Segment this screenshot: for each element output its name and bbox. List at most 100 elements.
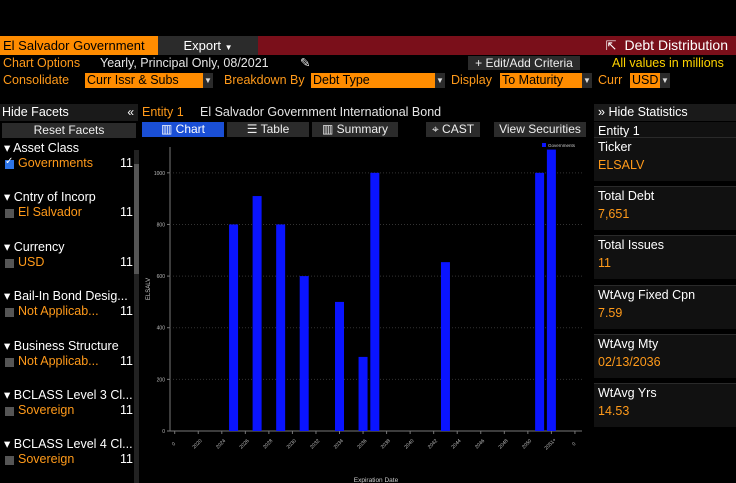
bar	[276, 224, 286, 431]
collapse-icon[interactable]: «	[127, 105, 134, 119]
statistics-pane: » Hide Statistics Entity 1 Ticker ELSALV …	[594, 104, 736, 483]
facet-value[interactable]: Sovereign	[18, 452, 75, 466]
facet-name[interactable]: ▾ BCLASS Level 4 Cl...	[4, 437, 133, 451]
hide-statistics-button[interactable]: » Hide Statistics	[594, 104, 736, 121]
facet-value[interactable]: USD	[18, 255, 45, 269]
display-value: To Maturity	[502, 73, 564, 87]
facet-checkbox[interactable]	[5, 456, 14, 465]
stats-entity-label: Entity 1	[598, 124, 640, 138]
tab-summary[interactable]: ▥ Summary	[312, 122, 398, 137]
facet-checkbox[interactable]	[5, 358, 14, 367]
table-icon: ☰	[246, 122, 258, 136]
facet-checkbox[interactable]	[5, 259, 14, 268]
facet-name[interactable]: ▾ Bail-In Bond Desig...	[4, 289, 128, 303]
export-label: Export	[183, 38, 222, 53]
external-link-icon[interactable]: ⇱	[605, 38, 617, 53]
security-input[interactable]: El Salvador Government	[0, 36, 158, 55]
breakdown-value: Debt Type	[313, 73, 370, 87]
bar	[535, 172, 545, 431]
scrollbar-thumb[interactable]	[134, 164, 139, 274]
facet-value[interactable]: Not Applicab...	[18, 354, 99, 368]
facet-value[interactable]: Not Applicab...	[18, 304, 99, 318]
x-tick-label: 2032	[309, 438, 321, 450]
tab-table[interactable]: ☰ Table	[227, 122, 309, 137]
facet-name[interactable]: ▾ Business Structure	[4, 339, 119, 353]
view-securities-button[interactable]: View Securities	[494, 122, 586, 137]
x-tick-label: 0	[171, 441, 177, 447]
stat-wtavg-yrs: WtAvg Yrs 14.53	[594, 383, 736, 427]
chart-options-label[interactable]: Chart Options	[3, 56, 81, 70]
chevron-down-icon: ▼	[435, 73, 445, 88]
currency-dropdown[interactable]: USD ▼	[630, 73, 670, 88]
facet-checkbox[interactable]	[5, 209, 14, 218]
x-tick-label: 0	[571, 441, 577, 447]
facet-count: 11	[120, 403, 133, 417]
title-bar: El Salvador Government Export ▼ ⇱ Debt Di…	[0, 36, 736, 55]
export-button[interactable]: Export ▼	[158, 36, 258, 55]
display-dropdown[interactable]: To Maturity ▼	[500, 73, 592, 88]
consolidate-dropdown[interactable]: Curr Issr & Subs ▼	[85, 73, 213, 88]
x-tick-label: 2036	[356, 438, 368, 450]
tab-chart[interactable]: ▥ Chart	[142, 122, 224, 137]
x-tick-label: 2028	[262, 438, 274, 450]
controls-row: Consolidate Curr Issr & Subs ▼ Breakdown …	[0, 72, 736, 90]
facet-value[interactable]: Governments	[18, 156, 94, 170]
stat-total-debt: Total Debt 7,651	[594, 186, 736, 230]
facet-country: ▾ Cntry of Incorp El Salvador 11	[0, 189, 138, 229]
pencil-icon[interactable]: ✎	[300, 56, 311, 70]
facet-value[interactable]: Sovereign	[18, 403, 75, 417]
facets-pane: Hide Facets « Reset Facets ▾ Asset Class…	[0, 104, 138, 483]
facet-checkbox[interactable]	[5, 308, 14, 317]
facets-header: Hide Facets «	[0, 104, 138, 121]
x-tick-label: 2048	[498, 438, 510, 450]
y-tick-label: 1000	[154, 171, 165, 177]
cast-button[interactable]: ⌖ CAST	[426, 122, 480, 137]
facet-count: 11	[120, 304, 133, 318]
facet-name[interactable]: ▾ Currency	[4, 240, 65, 254]
facets-scrollbar[interactable]	[134, 150, 139, 483]
bar	[546, 149, 556, 431]
facet-name[interactable]: ▾ Cntry of Incorp	[4, 190, 96, 204]
facet-currency: ▾ Currency USD 11	[0, 239, 138, 279]
summary-icon: ▥	[321, 122, 334, 136]
chevron-down-icon: ▼	[203, 73, 213, 88]
debt-chart: 0 200 400 600 800 1000 0 2020 2024 2026 2028 2030 20…	[146, 143, 582, 483]
view-tabs: ▥ Chart ☰ Table ▥ Summary ⌖ CAST View Se…	[142, 122, 592, 138]
edit-criteria-button[interactable]: + Edit/Add Criteria	[468, 56, 580, 70]
facet-count: 11	[120, 205, 133, 219]
y-axis-label: ELSALV	[146, 278, 152, 300]
app-title-text: Debt Distribution	[624, 37, 729, 53]
chevron-down-icon: ▼	[224, 43, 233, 52]
x-tick-label: 2020	[191, 438, 203, 450]
facet-count: 11	[120, 452, 133, 466]
x-tick-label: 2044	[450, 438, 462, 450]
facet-bclass-4: ▾ BCLASS Level 4 Cl... Sovereign 11	[0, 436, 138, 476]
y-tick-label: 800	[157, 222, 166, 228]
x-tick-label: 2051+	[544, 437, 558, 451]
facet-checkbox[interactable]	[5, 407, 14, 416]
bar	[229, 224, 239, 431]
facet-checkbox[interactable]	[5, 156, 14, 169]
chart-options-row: Chart Options Yearly, Principal Only, 08…	[0, 55, 736, 72]
y-tick-label: 0	[162, 429, 165, 435]
facet-business-structure: ▾ Business Structure Not Applicab... 11	[0, 338, 138, 378]
facet-name[interactable]: ▾ BCLASS Level 3 Cl...	[4, 388, 133, 402]
consolidate-value: Curr Issr & Subs	[87, 73, 179, 87]
app-title: ⇱ Debt Distribution	[606, 36, 728, 55]
entity-header: Entity 1 El Salvador Government Internat…	[142, 104, 592, 121]
facet-count: 11	[120, 255, 133, 269]
x-tick-label: 2030	[286, 438, 298, 450]
x-tick-label: 2046	[474, 438, 486, 450]
breakdown-dropdown[interactable]: Debt Type ▼	[311, 73, 445, 88]
stat-total-issues: Total Issues 11	[594, 235, 736, 279]
cast-icon: ⌖	[431, 122, 439, 136]
facet-value[interactable]: El Salvador	[18, 205, 82, 219]
chevron-down-icon: ▼	[582, 73, 592, 88]
y-tick-label: 200	[157, 377, 166, 383]
facet-name[interactable]: ▾ Asset Class	[4, 141, 80, 155]
hide-facets-button[interactable]: Hide Facets	[2, 105, 69, 119]
chart-options-value: Yearly, Principal Only, 08/2021	[100, 56, 269, 70]
reset-facets-button[interactable]: Reset Facets	[2, 123, 136, 138]
chart-area: 0 200 400 600 800 1000 0 2020 2024 2026 2028 2030 20…	[142, 139, 592, 483]
bar	[335, 301, 345, 431]
